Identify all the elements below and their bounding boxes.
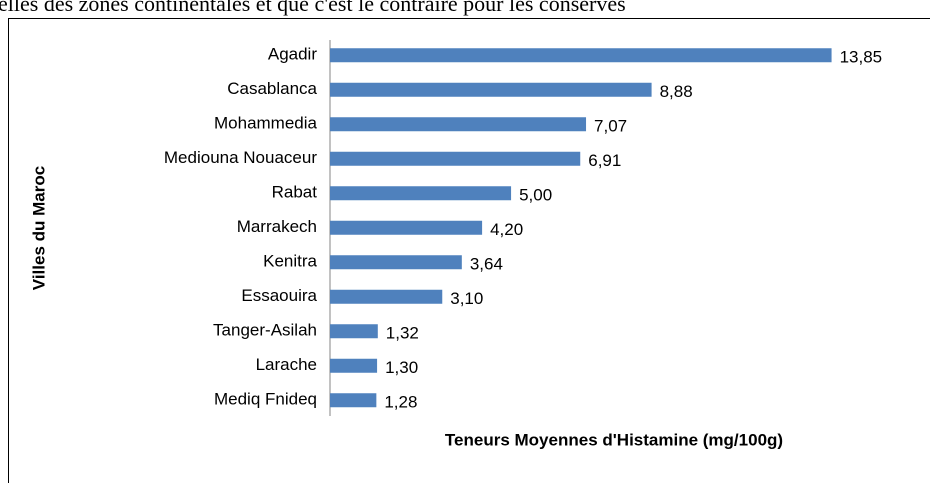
category-label: Larache [256,355,317,374]
category-label: Mohammedia [214,114,318,133]
bar [330,186,512,201]
y-axis-title: Villes du Maroc [29,166,48,290]
bar [330,255,462,270]
data-label: 1,30 [385,358,418,377]
category-label: Tanger-Asilah [213,321,317,340]
category-label: Agadir [268,45,317,64]
category-label: Rabat [272,183,318,202]
bar [330,289,443,304]
category-label: Essaouira [241,286,317,305]
category-label: Marrakech [237,217,317,236]
data-label: 1,32 [386,324,419,343]
data-label: 1,28 [384,393,417,412]
category-label: Mediq Fnideq [214,390,317,409]
data-label: 4,20 [490,220,523,239]
data-label: 13,85 [840,48,883,67]
bar [330,358,378,373]
bar [330,220,483,235]
data-label: 6,91 [588,151,621,170]
data-label: 8,88 [660,82,693,101]
bar [330,117,587,132]
bar [330,324,378,339]
bar [330,151,581,166]
bar [330,393,377,408]
data-label: 5,00 [519,186,552,205]
chart-frame [8,18,930,483]
category-label: Kenitra [263,252,317,271]
data-label: 3,10 [450,289,483,308]
x-axis-title: Teneurs Moyennes d'Histamine (mg/100g) [445,430,783,449]
data-label: 3,64 [470,255,503,274]
data-label: 7,07 [594,117,627,136]
bar [330,82,652,97]
bar [330,48,832,63]
document-text: elles des zones continentales et que c'e… [0,0,626,16]
category-label: Mediouna Nouaceur [164,148,317,167]
category-label: Casablanca [227,79,317,98]
